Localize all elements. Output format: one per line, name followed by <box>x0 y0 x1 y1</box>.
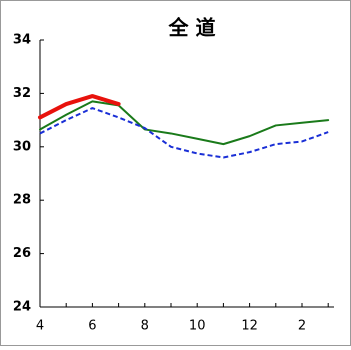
x-tick-label: 12 <box>241 319 258 334</box>
series-line <box>38 94 121 120</box>
y-tick-label: 26 <box>13 246 31 261</box>
x-tick-label: 4 <box>36 319 44 334</box>
y-tick-label: 30 <box>13 139 31 154</box>
chart-title: 全 道 <box>168 16 216 40</box>
x-tick-label: 6 <box>88 319 96 334</box>
x-tick-label: 2 <box>298 319 306 334</box>
x-tick-label: 10 <box>189 319 206 334</box>
y-tick-label: 28 <box>13 193 31 208</box>
series-line <box>39 107 329 159</box>
y-tick-label: 32 <box>13 86 31 101</box>
x-tick-label: 8 <box>141 319 149 334</box>
series-line <box>39 100 330 146</box>
y-tick-label: 34 <box>13 33 31 48</box>
y-tick-label: 24 <box>13 300 31 315</box>
